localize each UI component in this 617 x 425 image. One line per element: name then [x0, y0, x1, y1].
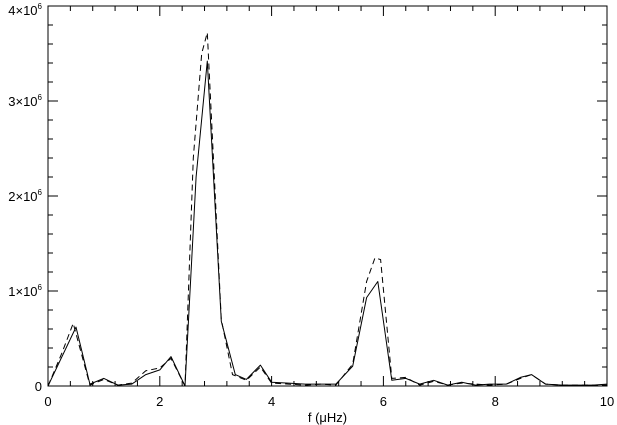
series-line-solid [47, 60, 608, 387]
series-line-dashed [47, 32, 607, 387]
tick-labels: 0 2 4 6 8 10 0 1×106 2×106 3×106 4×106 [8, 2, 614, 409]
y-tick-label: 1×106 [8, 283, 42, 299]
y-tick-label: 3×106 [8, 93, 42, 109]
x-axis-label: f (μHz) [308, 410, 347, 425]
x-tick-label: 4 [268, 394, 275, 409]
series-layer [47, 32, 608, 387]
x-tick-label: 0 [44, 394, 51, 409]
x-tick-label: 2 [156, 394, 163, 409]
y-tick-label: 2×106 [8, 188, 42, 204]
y-tick-label: 0 [35, 379, 42, 394]
x-tick-label: 8 [492, 394, 499, 409]
x-tick-label: 6 [380, 394, 387, 409]
y-tick-label: 4×106 [8, 2, 42, 18]
axis-ticks [47, 5, 608, 387]
x-tick-label: 10 [600, 394, 614, 409]
plot-frame [47, 5, 608, 387]
